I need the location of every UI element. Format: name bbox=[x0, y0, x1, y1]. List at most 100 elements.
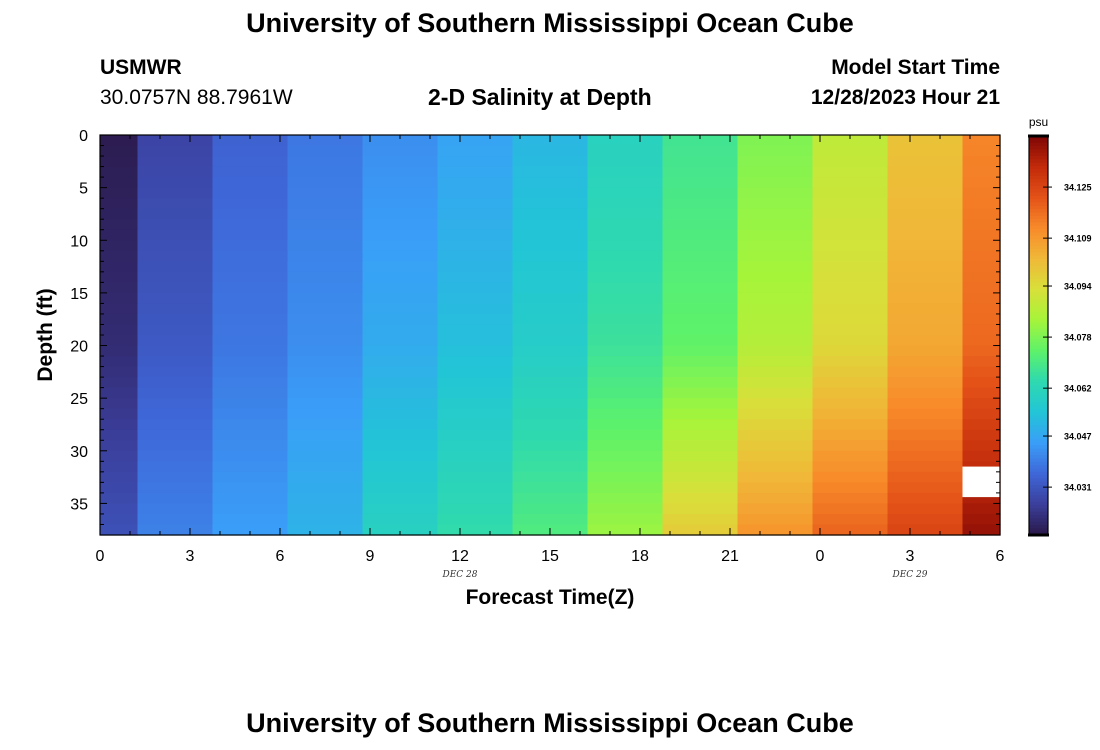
station-name: USMWR bbox=[100, 56, 182, 79]
heatmap-cell bbox=[512, 387, 589, 399]
heatmap-cell bbox=[737, 145, 814, 157]
colorbar-segment bbox=[1029, 518, 1048, 523]
heatmap-cell bbox=[437, 250, 514, 262]
colorbar-segment bbox=[1029, 295, 1048, 300]
heatmap-cell bbox=[512, 292, 589, 305]
colorbar-segment bbox=[1029, 348, 1048, 353]
heatmap-cell bbox=[662, 524, 739, 536]
colorbar-segment bbox=[1029, 328, 1048, 333]
heatmap-cell bbox=[962, 356, 1001, 368]
heatmap-cell bbox=[512, 366, 589, 378]
heatmap-cell bbox=[100, 398, 139, 410]
heatmap-cell bbox=[587, 356, 664, 368]
colorbar-segment bbox=[1029, 421, 1048, 426]
heatmap-cell bbox=[137, 292, 214, 305]
heatmap-cell bbox=[212, 145, 289, 157]
colorbar-segment bbox=[1029, 269, 1048, 273]
heatmap-cell bbox=[212, 292, 289, 305]
heatmap-cell bbox=[812, 335, 889, 347]
heatmap-cell bbox=[512, 187, 589, 199]
heatmap-cell bbox=[100, 482, 139, 494]
heatmap-cell bbox=[962, 250, 1001, 262]
heatmap-cell bbox=[137, 356, 214, 368]
colorbar-segment bbox=[1029, 298, 1048, 303]
colorbar-segment bbox=[1029, 195, 1048, 200]
heatmap-cell bbox=[587, 271, 664, 283]
heatmap-cell bbox=[737, 356, 814, 368]
heatmap-cell bbox=[212, 135, 289, 147]
heatmap-cell bbox=[437, 282, 514, 294]
heatmap-cell bbox=[212, 345, 289, 357]
heatmap-cell bbox=[812, 177, 889, 189]
heatmap-cell bbox=[662, 461, 739, 473]
heatmap-cell bbox=[287, 387, 364, 399]
heatmap-cell bbox=[137, 471, 214, 483]
heatmap-cell bbox=[437, 313, 514, 326]
heatmap-cell bbox=[512, 513, 589, 526]
heatmap-cell bbox=[212, 429, 289, 441]
heatmap-cell bbox=[812, 429, 889, 441]
heatmap-cell bbox=[662, 513, 739, 526]
colorbar-segment bbox=[1029, 511, 1048, 516]
colorbar-segment bbox=[1029, 515, 1048, 519]
heatmap-cell bbox=[100, 303, 139, 315]
date-label: DEC 29 bbox=[892, 570, 928, 580]
heatmap-cell bbox=[662, 377, 739, 389]
heatmap-cell bbox=[587, 492, 664, 505]
heatmap-cell bbox=[587, 408, 664, 420]
heatmap-cell bbox=[137, 135, 214, 147]
heatmap-cell bbox=[137, 461, 214, 473]
heatmap-cell bbox=[100, 198, 139, 210]
heatmap-cell bbox=[587, 471, 664, 483]
heatmap-cell bbox=[962, 503, 1001, 515]
heatmap-cell bbox=[962, 324, 1001, 336]
heatmap-cell bbox=[100, 366, 139, 378]
heatmap-cell bbox=[887, 250, 964, 262]
heatmap-cell bbox=[887, 292, 964, 305]
heatmap-cell bbox=[362, 240, 439, 252]
heatmap-cell bbox=[362, 208, 439, 220]
colorbar-segment bbox=[1029, 478, 1048, 483]
heatmap-cell bbox=[962, 345, 1001, 357]
heatmap-cell bbox=[587, 135, 664, 147]
x-tick-label: 21 bbox=[721, 548, 739, 565]
heatmap-cell bbox=[587, 450, 664, 462]
heatmap-cell bbox=[812, 492, 889, 505]
heatmap-cell bbox=[587, 313, 664, 326]
model-start-value: 12/28/2023 Hour 21 bbox=[810, 86, 1000, 109]
heatmap-cell bbox=[137, 282, 214, 294]
heatmap-cell bbox=[287, 135, 364, 147]
heatmap-cell bbox=[212, 440, 289, 452]
colorbar-segment bbox=[1029, 318, 1048, 323]
heatmap-cell bbox=[887, 208, 964, 220]
heatmap-cell bbox=[587, 419, 664, 431]
heatmap-cell bbox=[962, 198, 1001, 210]
page-title-repeat: University of Southern Mississippi Ocean… bbox=[246, 708, 854, 738]
heatmap-cell bbox=[812, 461, 889, 473]
heatmap-cell bbox=[512, 261, 589, 273]
heatmap-cell bbox=[212, 450, 289, 462]
colorbar-segment bbox=[1029, 458, 1048, 463]
heatmap-cell bbox=[100, 177, 139, 189]
heatmap-cell bbox=[137, 366, 214, 378]
heatmap-cell bbox=[587, 261, 664, 273]
heatmap-cell bbox=[137, 429, 214, 441]
heatmap-cell bbox=[100, 166, 139, 178]
colorbar-segment bbox=[1029, 239, 1048, 243]
heatmap-cell bbox=[212, 219, 289, 231]
heatmap-cell bbox=[587, 145, 664, 157]
heatmap-cell bbox=[587, 187, 664, 199]
colorbar-segment bbox=[1029, 505, 1048, 509]
heatmap-cell bbox=[212, 303, 289, 315]
heatmap-cell bbox=[512, 240, 589, 252]
heatmap-cell bbox=[100, 356, 139, 368]
y-axis-ticks: 0 5 10 15 20 25 30 35 bbox=[70, 128, 1000, 536]
heatmap-cell bbox=[100, 450, 139, 462]
colorbar-segment bbox=[1029, 471, 1048, 476]
heatmap-cell bbox=[662, 177, 739, 189]
heatmap-cell bbox=[662, 429, 739, 441]
heatmap-cell bbox=[662, 366, 739, 378]
heatmap-cell bbox=[100, 513, 139, 526]
colorbar-segment bbox=[1029, 358, 1048, 363]
